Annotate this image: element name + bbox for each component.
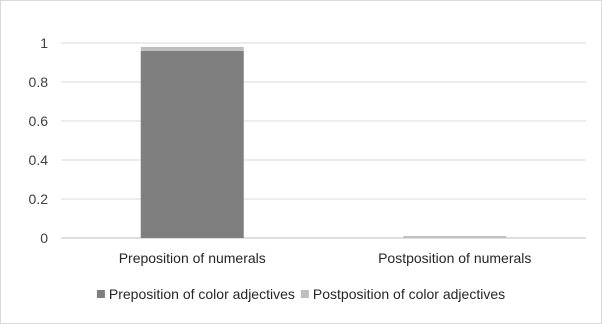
bar-segment-preposition-color [140,50,244,238]
legend-label: Postposition of color adjectives [313,286,505,302]
legend-label: Preposition of color adjectives [109,286,295,302]
y-tick-label: 0 [40,230,48,246]
y-tick-label: 0.8 [29,74,49,90]
bar-segment-postposition-color [140,46,244,51]
legend-swatch [96,290,105,298]
legend-swatch [300,290,309,298]
y-tick-label: 1 [40,35,48,51]
y-tick-label: 0.6 [29,113,49,129]
y-tick-label: 0.2 [29,191,49,207]
y-tick-label: 0.4 [29,152,49,168]
x-category-label: Postposition of numerals [378,250,531,266]
bar-segment-postposition-color [403,236,507,238]
x-category-label: Preposition of numerals [119,250,266,266]
